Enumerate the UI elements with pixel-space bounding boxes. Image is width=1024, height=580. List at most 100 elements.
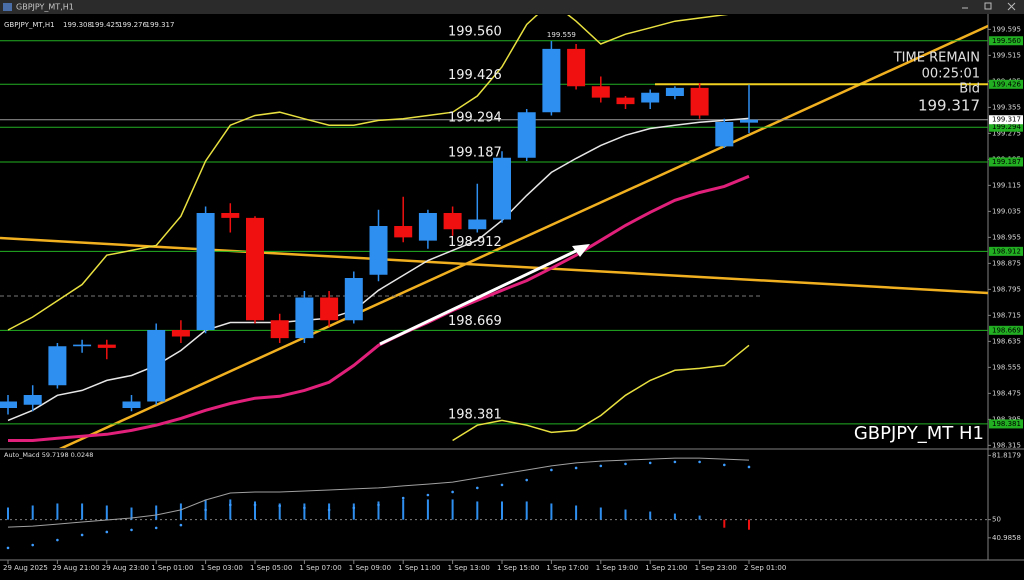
- level-marker: [989, 122, 1023, 132]
- x-tick-label: 29 Aug 21:00: [52, 564, 99, 572]
- chart-symbol: GBPJPY_MT,H1: [4, 21, 55, 29]
- candle-body: [418, 213, 437, 241]
- histogram-bar: [254, 501, 256, 520]
- histogram-bar: [105, 505, 108, 520]
- level-marker-label: 199.560: [992, 37, 1021, 45]
- x-tick-label: 1 Sep 07:00: [299, 564, 341, 572]
- candle-body: [567, 48, 586, 87]
- level-label: 199.187: [448, 145, 502, 160]
- level-marker-label: 198.669: [992, 326, 1021, 334]
- bid-marker-label: 199.317: [992, 116, 1021, 124]
- candle-body: [320, 297, 339, 321]
- level-marker: [989, 79, 1023, 89]
- price-pane: [0, 15, 988, 448]
- indicator-dot: [6, 546, 10, 550]
- indicator-dot: [451, 490, 454, 494]
- candle-body: [517, 112, 536, 158]
- candle-body: [641, 92, 660, 103]
- histogram-bar: [130, 507, 133, 520]
- indicator-line: [8, 174, 750, 442]
- x-tick-label: 1 Sep 19:00: [596, 564, 638, 572]
- window-icon: [3, 3, 12, 11]
- y-tick-label: 50: [992, 516, 1001, 524]
- y-tick-label: 198.875: [992, 259, 1021, 267]
- candle-body: [246, 217, 264, 321]
- candle-body: [171, 330, 190, 337]
- level-label: 199.294: [448, 111, 502, 126]
- bid-label: Bid: [959, 82, 980, 97]
- x-tick-label: 2 Sep 01:00: [744, 564, 786, 572]
- indicator-dot: [747, 465, 751, 469]
- level-marker: [989, 157, 1023, 167]
- histogram-bar: [31, 505, 34, 520]
- indicator-dot: [327, 508, 331, 512]
- x-tick-label: 1 Sep 05:00: [250, 564, 292, 572]
- candle-body: [295, 297, 314, 339]
- indicator-dot: [525, 478, 528, 482]
- level-marker-label: 198.912: [992, 247, 1021, 255]
- histogram-bar: [179, 503, 182, 520]
- bid-marker: [989, 115, 1023, 125]
- candle-body: [690, 87, 709, 116]
- indicator-line: [452, 344, 750, 442]
- x-tick-label: 1 Sep 23:00: [695, 564, 737, 572]
- x-tick-label: 1 Sep 11:00: [398, 564, 440, 572]
- candle-body: [73, 344, 92, 347]
- x-tick-label: 1 Sep 01:00: [151, 564, 193, 572]
- histogram-bar: [328, 503, 331, 520]
- window-controls[interactable]: [962, 2, 1016, 11]
- histogram-bar: [649, 511, 652, 520]
- indicator-dot: [723, 463, 726, 467]
- indicator-dot: [673, 460, 677, 464]
- candle-body: [591, 86, 610, 98]
- candle-body: [740, 119, 758, 123]
- candle-body: [369, 226, 388, 275]
- histogram-bar: [426, 499, 429, 520]
- indicator-line: [7, 117, 750, 422]
- level-marker-label: 199.294: [992, 123, 1021, 131]
- indicator-dot: [476, 486, 479, 490]
- indicator-dot: [624, 462, 627, 466]
- y-tick-label: 199.035: [992, 207, 1021, 215]
- y-tick-label: 199.355: [992, 103, 1021, 111]
- indicator-line: [7, 15, 729, 331]
- indicator-dot: [130, 528, 133, 532]
- y-tick-label: 198.315: [992, 441, 1021, 449]
- level-label: 198.669: [448, 314, 502, 329]
- indicator-dot: [56, 538, 59, 542]
- indicator-dot: [303, 506, 306, 510]
- candle-body: [122, 401, 141, 408]
- header-value: 199.308: [63, 21, 92, 29]
- histogram-bar: [599, 507, 602, 520]
- y-tick-label: 198.635: [992, 337, 1021, 345]
- histogram-bar: [698, 515, 701, 520]
- header-value: 199.425: [91, 21, 120, 29]
- x-tick-label: 1 Sep 21:00: [645, 564, 687, 572]
- level-marker: [989, 419, 1023, 429]
- maximize[interactable]: [984, 2, 992, 10]
- y-tick-label: 199.115: [992, 181, 1021, 189]
- indicator-line: [7, 457, 750, 528]
- histogram-bar: [278, 503, 281, 520]
- histogram-bar: [402, 499, 405, 520]
- histogram-bar: [81, 503, 84, 520]
- histogram-bar: [673, 513, 676, 520]
- arrow-head: [572, 244, 590, 257]
- time-remain-label: TIME REMAIN: [893, 51, 980, 66]
- histogram-bar: [501, 501, 503, 520]
- candle-body: [468, 219, 487, 230]
- indicator-dot: [698, 460, 701, 464]
- histogram-bar: [476, 501, 479, 520]
- indicator-dot: [154, 526, 158, 530]
- indicator-dot: [648, 461, 652, 465]
- bid-value: 199.317: [918, 97, 980, 115]
- close[interactable]: [1007, 2, 1016, 11]
- histogram-bar: [229, 499, 232, 520]
- arrow: [379, 248, 579, 346]
- histogram-bar: [451, 499, 454, 520]
- indicator-dot: [204, 508, 207, 512]
- x-tick-label: 1 Sep 17:00: [546, 564, 588, 572]
- candle-body: [715, 122, 734, 147]
